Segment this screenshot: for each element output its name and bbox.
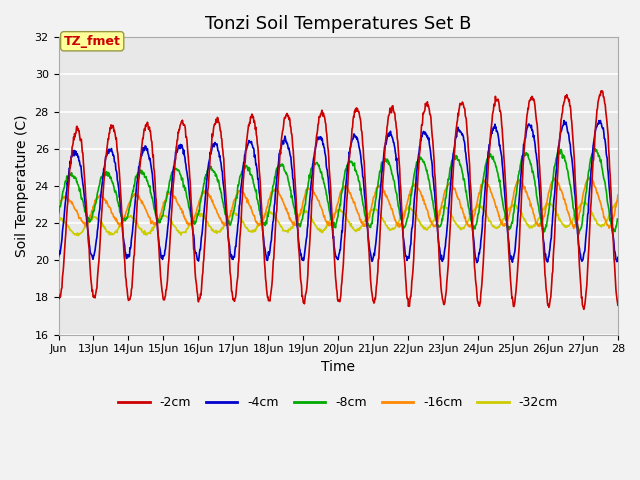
Y-axis label: Soil Temperature (C): Soil Temperature (C)	[15, 115, 29, 257]
Title: Tonzi Soil Temperatures Set B: Tonzi Soil Temperatures Set B	[205, 15, 472, 33]
Legend: -2cm, -4cm, -8cm, -16cm, -32cm: -2cm, -4cm, -8cm, -16cm, -32cm	[113, 391, 563, 414]
X-axis label: Time: Time	[321, 360, 355, 374]
Text: TZ_fmet: TZ_fmet	[64, 35, 121, 48]
